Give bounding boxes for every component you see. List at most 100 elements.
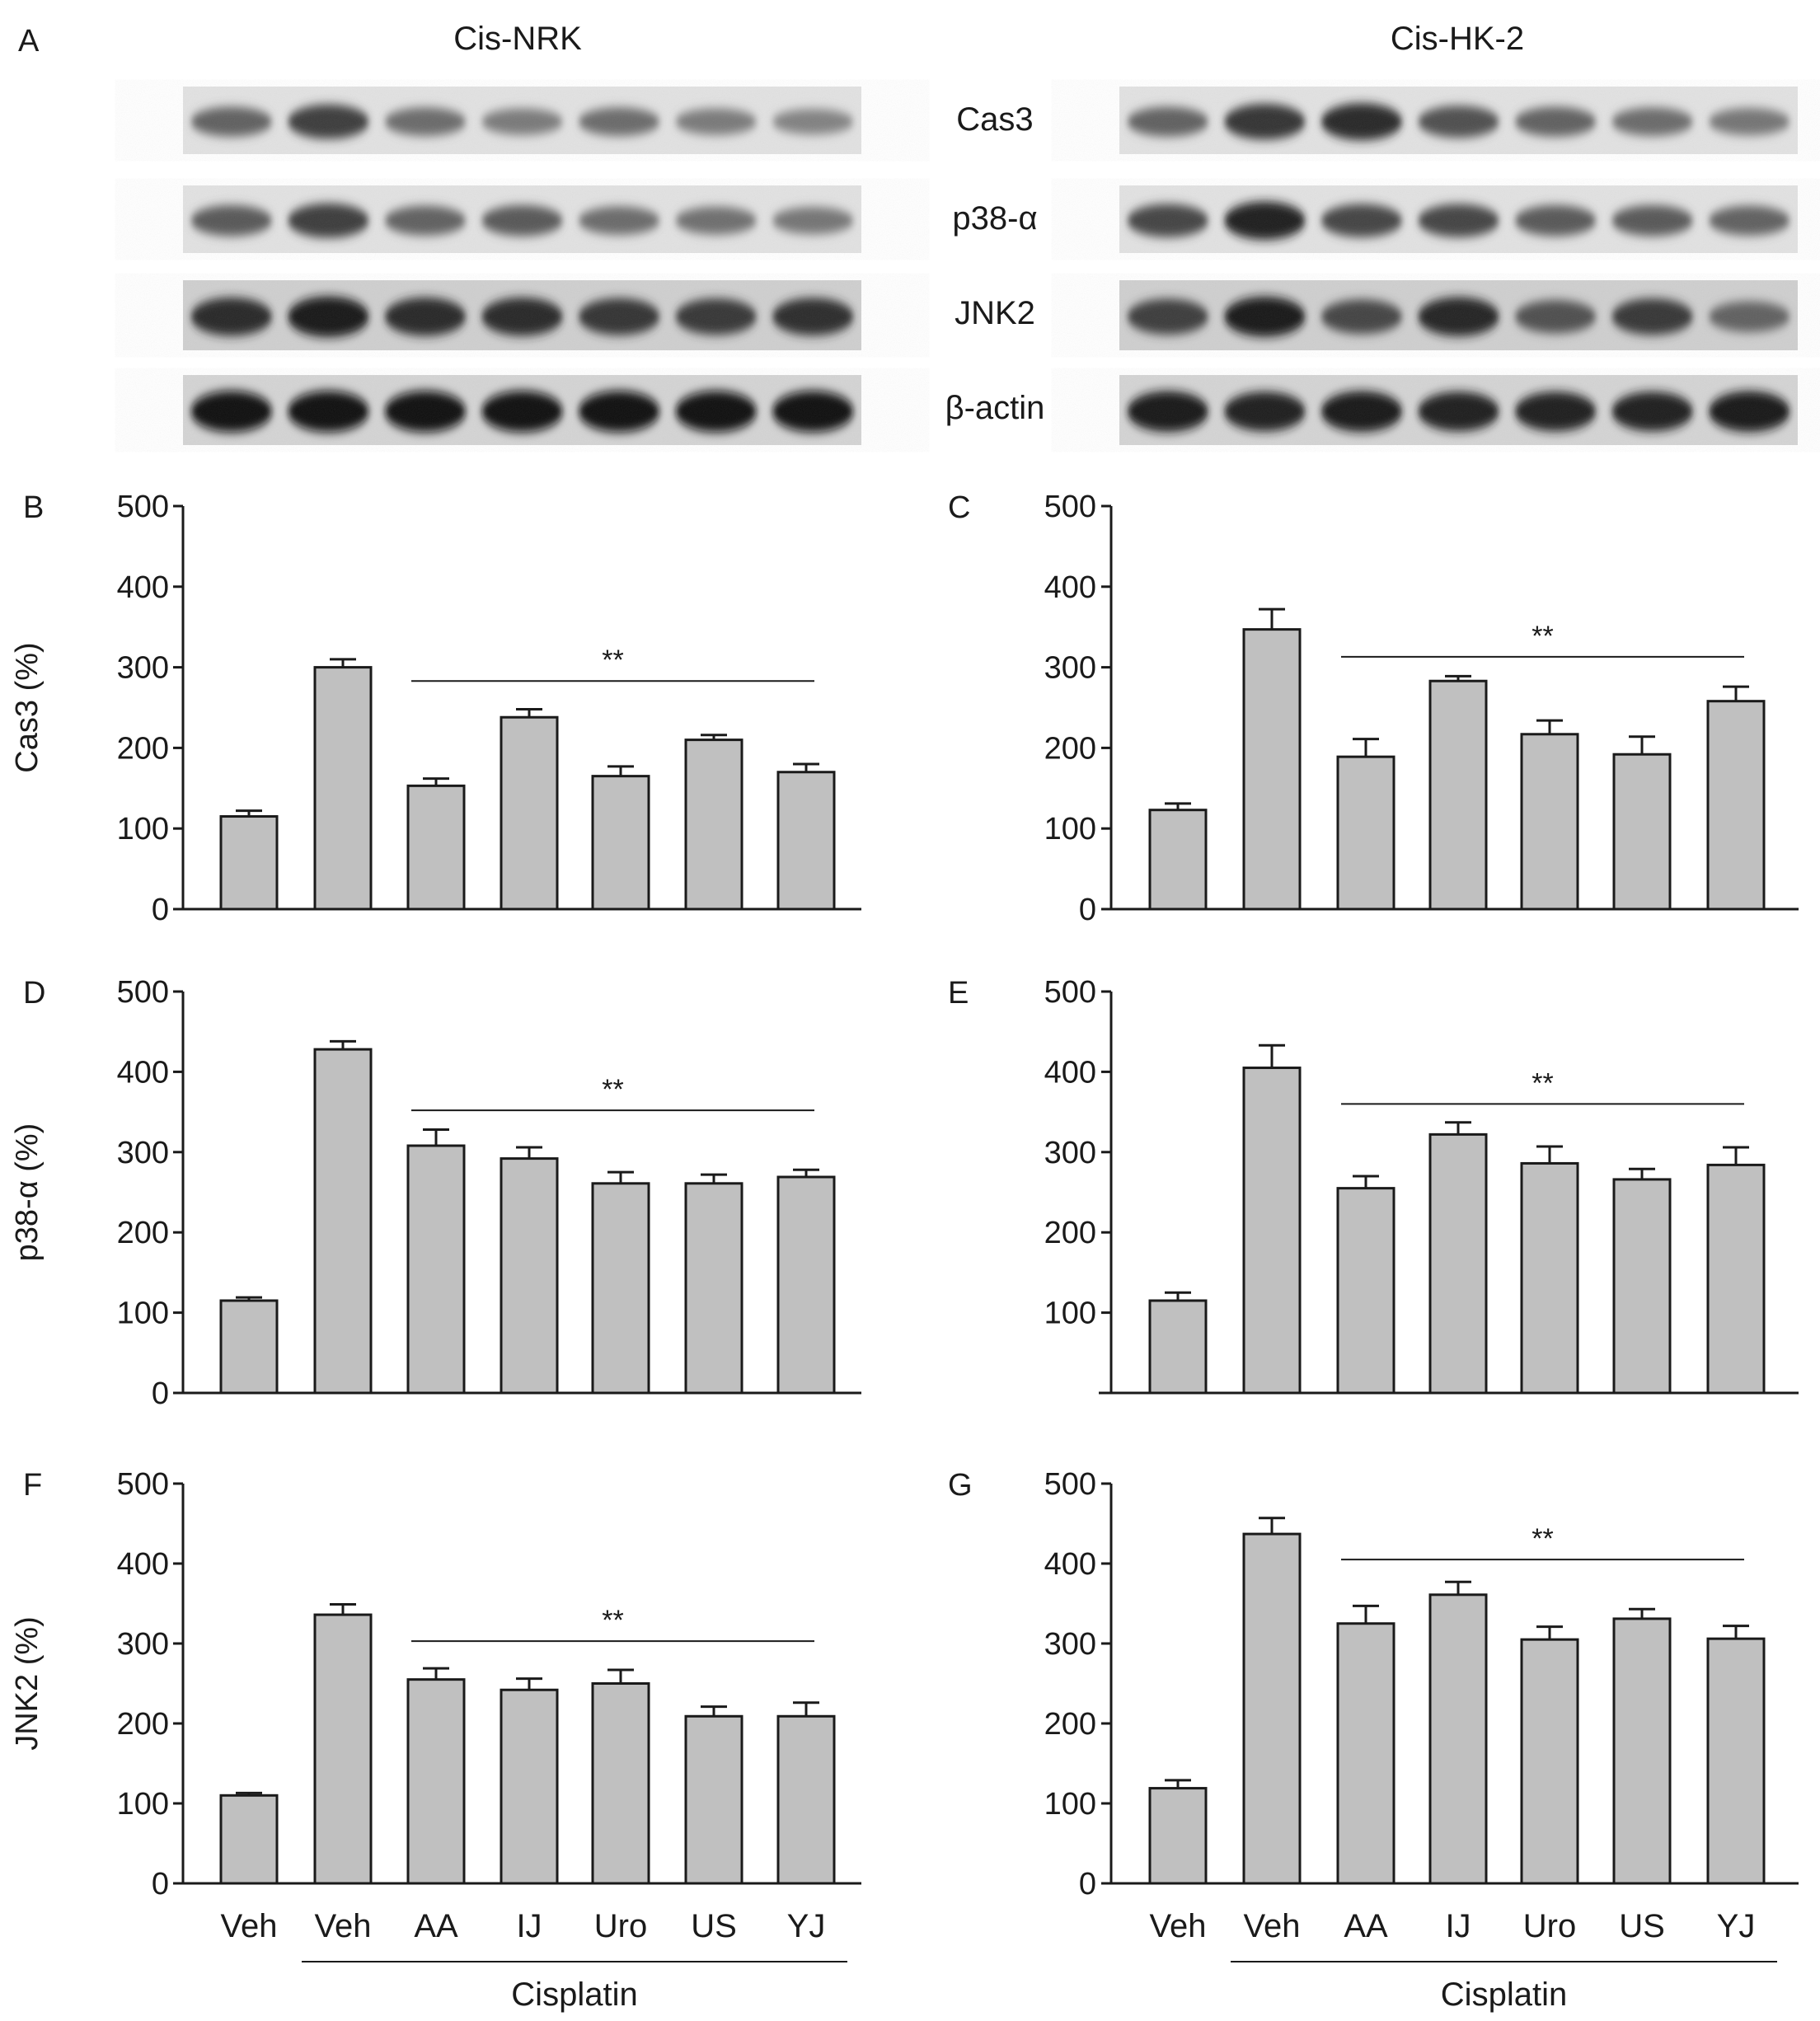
blot-noise: [183, 280, 861, 350]
bar: [500, 715, 559, 911]
bar: [219, 1299, 279, 1395]
x-tick-label: Veh: [315, 1908, 372, 1944]
bar: [1428, 679, 1488, 911]
y-tick-label: 100: [1044, 812, 1096, 846]
x-tick-label: YJ: [787, 1908, 826, 1944]
x-tick-label: AA: [414, 1908, 458, 1944]
y-tick-label: 0: [152, 893, 169, 927]
bar: [1706, 700, 1766, 911]
bar: [1148, 1299, 1208, 1395]
blot-noise: [1119, 87, 1798, 154]
bar: [684, 739, 743, 911]
panel-letter: B: [23, 490, 44, 525]
bar: [684, 1182, 743, 1395]
bar: [406, 784, 466, 911]
y-tick-label: 200: [1044, 1707, 1096, 1742]
bar: [1706, 1637, 1766, 1885]
y-tick-label: 0: [152, 1867, 169, 1901]
y-tick-label: 400: [1044, 570, 1096, 605]
x-tick-label: US: [691, 1908, 737, 1944]
significance-label: **: [1532, 1067, 1553, 1099]
bar: [776, 1175, 836, 1395]
y-tick-label: 500: [117, 1467, 169, 1502]
blot-label-p38: p38-α: [952, 200, 1037, 237]
bar: [1336, 1187, 1395, 1395]
y-tick-label: 500: [117, 490, 169, 524]
blot-label-actin: β-actin: [945, 390, 1045, 426]
bar: [776, 771, 836, 911]
chart-panel-b: B 0 100 200 300 400 500 Cas3 (%) **: [10, 490, 861, 927]
bar: [1428, 1593, 1488, 1885]
blot-noise: [1119, 280, 1798, 350]
blot-label-jnk2: JNK2: [955, 295, 1035, 331]
y-tick-label: 400: [1044, 1547, 1096, 1582]
significance-label: **: [1532, 1523, 1553, 1554]
bar: [1336, 755, 1395, 911]
y-tick-label: 100: [1044, 1787, 1096, 1822]
y-tick-label: 0: [1079, 1867, 1096, 1901]
bar: [1612, 1617, 1672, 1885]
bar: [1520, 1161, 1579, 1395]
chart-panel-c: C 0 100 200 300 400 500 **: [948, 490, 1799, 927]
bar: [1242, 628, 1302, 911]
y-tick-label: 500: [1044, 490, 1096, 524]
y-tick-label: 200: [117, 1216, 169, 1250]
panel-a-letter: A: [18, 24, 40, 59]
y-tick-label: 200: [117, 1707, 169, 1742]
bar: [1148, 1787, 1208, 1885]
blot-title-nrk: Cis-NRK: [453, 21, 582, 57]
bar: [219, 815, 279, 911]
bar: [776, 1714, 836, 1885]
blot-noise: [1119, 185, 1798, 253]
y-tick-label: 500: [117, 975, 169, 1010]
chart-panel-f: F 0 100 200 300 400 500 JNK2 (%) ** Veh Veh AA IJ Uro…: [10, 1467, 861, 2013]
chart-panel-g: G 0 100 200 300 400 500 ** Veh Veh AA IJ Uro US YJ Cisp…: [948, 1467, 1799, 2013]
bar: [406, 1678, 466, 1885]
significance-label: **: [1532, 621, 1553, 652]
group-label: Cisplatin: [1441, 1976, 1567, 2013]
panel-letter: D: [23, 976, 45, 1010]
x-tick-label: AA: [1344, 1908, 1388, 1944]
chart-panel-d: D 0 100 200 300 400 500 p38-α (%) **: [10, 975, 861, 1411]
blot-noise: [183, 87, 861, 154]
bar-charts: B 0 100 200 300 400 500 Cas3 (%) ** C 0 100 200 300 40…: [10, 490, 1799, 2013]
y-tick-label: 200: [117, 731, 169, 766]
y-tick-label: 100: [1044, 1297, 1096, 1331]
bar: [500, 1157, 559, 1395]
y-tick-label: 400: [117, 1055, 169, 1090]
panel-letter: E: [948, 976, 969, 1010]
group-label: Cisplatin: [511, 1976, 637, 2013]
y-tick-label: 200: [1044, 731, 1096, 766]
panel-letter: C: [948, 490, 970, 525]
bar: [1428, 1132, 1488, 1395]
blot-noise: [183, 185, 861, 253]
significance-label: **: [602, 645, 623, 676]
blot-title-hk2: Cis-HK-2: [1391, 21, 1524, 57]
y-tick-label: 0: [1079, 893, 1096, 927]
bar: [1242, 1532, 1302, 1885]
bar: [591, 775, 650, 911]
bar: [406, 1144, 466, 1395]
y-tick-label: 300: [1044, 651, 1096, 686]
y-tick-label: 100: [117, 812, 169, 846]
x-tick-label: Uro: [1523, 1908, 1576, 1944]
y-axis-label: JNK2 (%): [10, 1616, 45, 1751]
bar: [313, 666, 373, 911]
blot-noise: [1119, 375, 1798, 445]
y-tick-label: 100: [117, 1297, 169, 1331]
bar: [219, 1794, 279, 1885]
y-tick-label: 400: [1044, 1055, 1096, 1090]
blot-label-cas3: Cas3: [956, 101, 1033, 138]
bar: [591, 1682, 650, 1885]
y-axis-label: Cas3 (%): [10, 642, 45, 772]
y-tick-label: 200: [1044, 1216, 1096, 1250]
bar: [591, 1182, 650, 1395]
bar: [500, 1688, 559, 1885]
x-tick-label: US: [1619, 1908, 1665, 1944]
bar: [1242, 1067, 1302, 1395]
bar: [313, 1613, 373, 1885]
y-tick-label: 300: [117, 1136, 169, 1170]
x-tick-label: IJ: [1445, 1908, 1471, 1944]
y-tick-label: 100: [117, 1787, 169, 1822]
